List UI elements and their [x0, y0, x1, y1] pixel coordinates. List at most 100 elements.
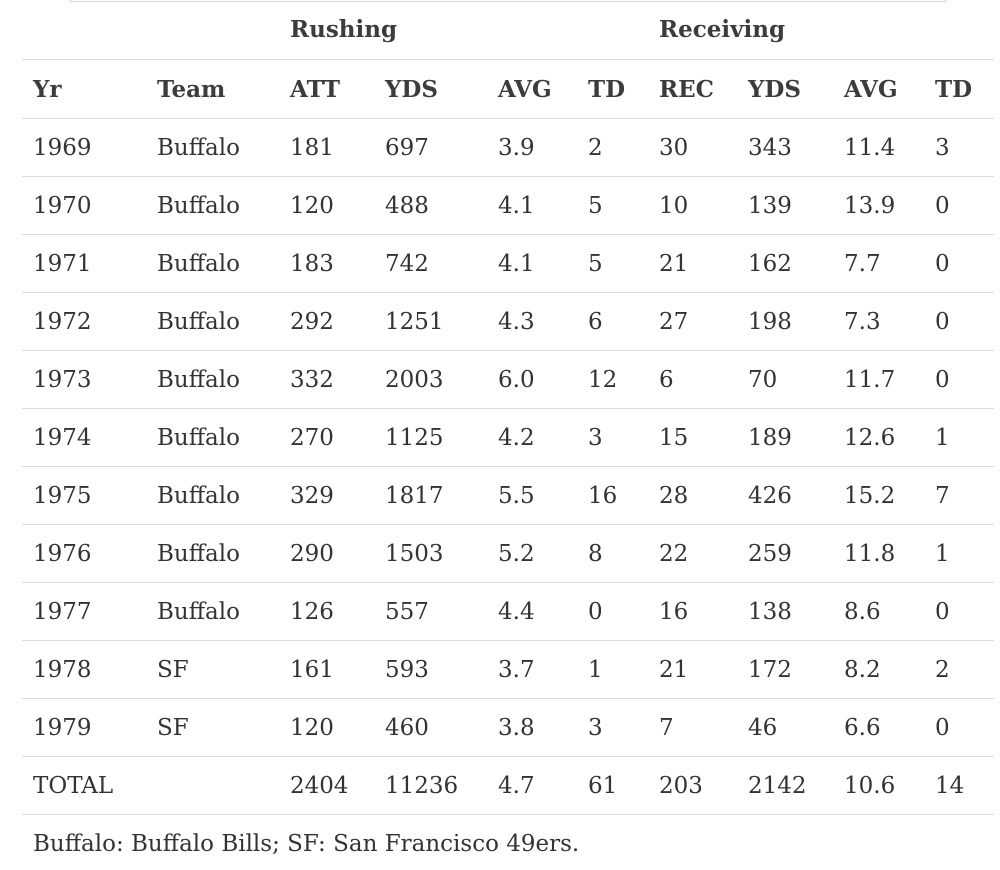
- group-header-receiving: Receiving: [659, 16, 786, 43]
- col-rush-td-cell: 12: [577, 350, 648, 409]
- col-rush-avg-cell: 5.2: [487, 524, 577, 583]
- col-team-cell: Buffalo: [146, 408, 279, 467]
- col-rush-avg-cell: 4.1: [487, 176, 577, 235]
- col-rush-yds-cell: 697: [374, 118, 487, 177]
- col-rec-rec-cell: 15: [648, 408, 737, 467]
- col-rush-att-cell: 292: [279, 292, 374, 351]
- table-row: 1973 Buffalo 332 2003 6.0 12 6 70 11.7 0: [22, 350, 995, 409]
- col-year-cell: 1971: [22, 234, 146, 293]
- col-team-cell: Buffalo: [146, 350, 279, 409]
- col-rec-avg-cell: 11.4: [833, 118, 924, 177]
- col-rush-yds-cell: 593: [374, 640, 487, 699]
- col-rush-yds-cell: 1817: [374, 466, 487, 525]
- col-rec-rec-cell: 28: [648, 466, 737, 525]
- col-rush-avg-cell: 6.0: [487, 350, 577, 409]
- col-rush-att-total-cell: 2404: [279, 756, 374, 815]
- col-rec-td-cell: 0: [924, 234, 995, 293]
- group-spacer: [22, 0, 279, 60]
- col-rush-avg-cell: 4.4: [487, 582, 577, 641]
- col-rec-td-cell: 0: [924, 582, 995, 641]
- col-rush-avg-cell: 4.3: [487, 292, 577, 351]
- col-rush-td-cell: 5: [577, 234, 648, 293]
- col-rush-avg-cell: 5.5: [487, 466, 577, 525]
- table-row: 1970 Buffalo 120 488 4.1 5 10 139 13.9 0: [22, 176, 995, 235]
- table-row: 1978 SF 161 593 3.7 1 21 172 8.2 2: [22, 640, 995, 699]
- col-rush-td-cell: 0: [577, 582, 648, 641]
- col-rec-yds-cell: 70: [737, 350, 833, 409]
- col-rush-avg-header: AVG: [487, 59, 577, 119]
- footnote: Buffalo: Buffalo Bills; SF: San Francisc…: [33, 831, 580, 857]
- col-rush-td-cell: 6: [577, 292, 648, 351]
- col-year-cell: 1969: [22, 118, 146, 177]
- col-rec-td-cell: 1: [924, 524, 995, 583]
- col-rec-rec-cell: 30: [648, 118, 737, 177]
- col-rush-avg-cell: 3.9: [487, 118, 577, 177]
- col-rush-td-cell: 5: [577, 176, 648, 235]
- col-year-cell: 1979: [22, 698, 146, 757]
- col-rec-td-cell: 7: [924, 466, 995, 525]
- col-rush-att-cell: 126: [279, 582, 374, 641]
- col-rec-yds-header: YDS: [737, 59, 833, 119]
- table-body: 1969 Buffalo 181 697 3.9 2 30 343 11.4 3 1970 Buffa…: [22, 118, 995, 815]
- column-header-row: Yr Team ATT YDS AVG TD REC YDS AVG TD: [22, 59, 995, 119]
- col-rec-rec-cell: 7: [648, 698, 737, 757]
- col-rec-yds-cell: 162: [737, 234, 833, 293]
- col-team-cell: Buffalo: [146, 582, 279, 641]
- col-rec-avg-cell: 7.3: [833, 292, 924, 351]
- col-year-cell: 1970: [22, 176, 146, 235]
- col-rush-att-cell: 183: [279, 234, 374, 293]
- col-year-cell: 1978: [22, 640, 146, 699]
- col-rec-yds-cell: 426: [737, 466, 833, 525]
- col-team-cell: Buffalo: [146, 234, 279, 293]
- col-rush-yds-total-cell: 11236: [374, 756, 487, 815]
- col-year-cell: 1977: [22, 582, 146, 641]
- col-rec-yds-total-cell: 2142: [737, 756, 833, 815]
- col-rec-td-cell: 1: [924, 408, 995, 467]
- col-rush-yds-cell: 488: [374, 176, 487, 235]
- col-rush-yds-cell: 2003: [374, 350, 487, 409]
- col-year-cell: 1972: [22, 292, 146, 351]
- col-team-cell: SF: [146, 698, 279, 757]
- col-rec-yds-cell: 138: [737, 582, 833, 641]
- col-rush-att-cell: 120: [279, 176, 374, 235]
- col-rec-td-cell: 0: [924, 176, 995, 235]
- col-team-cell: Buffalo: [146, 118, 279, 177]
- col-rec-yds-cell: 259: [737, 524, 833, 583]
- col-rush-td-total-cell: 61: [577, 756, 648, 815]
- col-rec-rec-cell: 16: [648, 582, 737, 641]
- col-rec-avg-cell: 15.2: [833, 466, 924, 525]
- table-row: 1977 Buffalo 126 557 4.4 0 16 138 8.6 0: [22, 582, 995, 641]
- top-frame: [70, 0, 946, 2]
- col-rush-att-cell: 270: [279, 408, 374, 467]
- col-year-header: Yr: [22, 59, 146, 119]
- table-row: 1979 SF 120 460 3.8 3 7 46 6.6 0: [22, 698, 995, 757]
- col-rec-yds-cell: 343: [737, 118, 833, 177]
- col-rush-yds-cell: 1503: [374, 524, 487, 583]
- col-rec-yds-cell: 198: [737, 292, 833, 351]
- col-rec-td-cell: 0: [924, 292, 995, 351]
- col-rec-avg-total-cell: 10.6: [833, 756, 924, 815]
- col-rush-yds-cell: 742: [374, 234, 487, 293]
- col-rec-rec-cell: 21: [648, 640, 737, 699]
- col-year-cell: 1976: [22, 524, 146, 583]
- col-rec-avg-cell: 11.8: [833, 524, 924, 583]
- group-header-row: Rushing Receiving: [22, 0, 994, 60]
- col-rush-td-cell: 16: [577, 466, 648, 525]
- col-rec-td-total-cell: 14: [924, 756, 995, 815]
- col-year-cell: 1974: [22, 408, 146, 467]
- col-rec-avg-cell: 8.6: [833, 582, 924, 641]
- col-rush-td-cell: 3: [577, 698, 648, 757]
- col-rec-td-cell: 2: [924, 640, 995, 699]
- col-rec-rec-header: REC: [648, 59, 737, 119]
- group-header-rushing: Rushing: [290, 16, 398, 43]
- col-rush-att-cell: 329: [279, 466, 374, 525]
- col-rec-yds-cell: 172: [737, 640, 833, 699]
- col-rec-avg-cell: 8.2: [833, 640, 924, 699]
- table-row: 1971 Buffalo 183 742 4.1 5 21 162 7.7 0: [22, 234, 995, 293]
- col-team-cell: Buffalo: [146, 466, 279, 525]
- table-row: 1975 Buffalo 329 1817 5.5 16 28 426 15.2 7: [22, 466, 995, 525]
- col-rec-yds-cell: 189: [737, 408, 833, 467]
- col-year-cell: 1973: [22, 350, 146, 409]
- table-row: 1969 Buffalo 181 697 3.9 2 30 343 11.4 3: [22, 118, 995, 177]
- col-year-total-cell: TOTAL: [22, 756, 146, 815]
